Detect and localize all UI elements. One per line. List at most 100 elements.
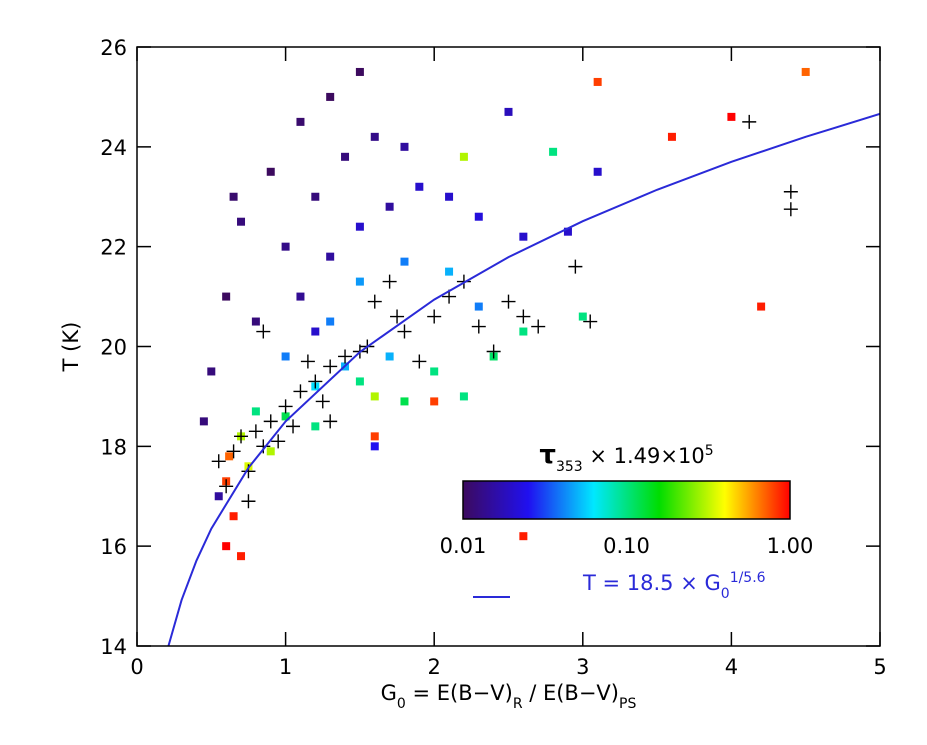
x-axis-label-part: R [513,696,523,712]
colorbar-title-part: 5 [705,443,714,459]
legend-label-part: T = 18.5 × G [582,571,721,595]
density-point [355,67,364,76]
density-point [549,147,558,156]
density-point [251,317,260,326]
cross-marker [219,479,234,494]
density-point [578,312,587,321]
cross-marker [256,324,271,339]
density-point [563,227,572,236]
density-point [207,367,216,376]
density-point [400,257,409,266]
legend-label-part: 0 [721,586,730,602]
cross-marker [583,314,598,329]
cross-marker [501,294,516,309]
cross-marker [742,114,757,129]
density-point [281,242,290,251]
density-point [281,412,290,421]
colorbar-title-part: τ [539,440,556,470]
density-point [370,392,379,401]
density-point [237,217,246,226]
density-point [266,167,275,176]
cross-marker [308,374,323,389]
density-point [400,142,409,151]
cross-marker [241,494,256,509]
cross-marker [783,202,798,217]
colorbar-title-part: × 1.49×10 [583,444,705,468]
cross-marker [211,454,226,469]
cross-marker [486,344,501,359]
density-point [326,252,335,261]
cross-marker [471,319,486,334]
density-point [370,432,379,441]
density-point [281,352,290,361]
cross-marker [323,359,338,374]
density-point [593,77,602,86]
x-axis-label-part: PS [619,696,636,712]
density-point [757,302,766,311]
density-point [370,442,379,451]
cross-marker [256,439,271,454]
cross-marker [293,384,308,399]
x-tick-label: 0 [130,655,143,679]
y-tick-label: 20 [100,336,127,360]
colorbar-tick-label: 0.10 [603,534,650,558]
cross-marker [278,399,293,414]
density-point [474,302,483,311]
density-point [385,202,394,211]
cross-marker [226,444,241,459]
colorbar-title: τ353 × 1.49×105 [539,440,713,475]
density-point [459,392,468,401]
x-axis-label-part: 0 [397,696,406,712]
colorbar-title-part: 353 [556,459,583,475]
colorbar [462,480,791,520]
cross-marker [315,394,330,409]
x-tick-label: 2 [428,655,441,679]
cross-marker [338,349,353,364]
density-point [445,192,454,201]
density-point [229,192,238,201]
y-tick-label: 26 [100,36,127,60]
density-point [214,492,223,501]
density-point [229,512,238,521]
density-point [225,452,234,461]
cross-marker [390,309,405,324]
density-point [311,192,320,201]
colorbar-tick-label: 0.01 [440,534,487,558]
density-point [222,292,231,301]
density-point [415,182,424,191]
density-point [266,447,275,456]
cross-marker [427,309,442,324]
cross-marker [248,424,263,439]
density-point [667,132,676,141]
x-axis-label-part: / E(B−V) [523,681,619,705]
cross-marker [783,184,798,199]
x-axis-label: G0 = E(B−V)R / E(B−V)PS [381,681,637,712]
density-point [385,352,394,361]
legend-label-part: 1/5.6 [730,570,766,586]
y-tick-label: 22 [100,236,127,260]
density-point [355,277,364,286]
density-point [222,542,231,551]
cross-marker [568,259,583,274]
density-point [199,417,208,426]
density-point [237,552,246,561]
density-point [311,327,320,336]
density-point [519,532,528,541]
density-point [296,292,305,301]
cross-marker [412,354,427,369]
density-point [370,132,379,141]
x-tick-label: 1 [279,655,292,679]
cross-marker [286,419,301,434]
cross-marker [367,294,382,309]
cross-marker [382,274,397,289]
y-tick-label: 14 [100,635,127,659]
cross-marker [516,309,531,324]
y-tick-label: 18 [100,435,127,459]
x-axis-label-part: = E(B−V) [406,681,513,705]
density-point [430,367,439,376]
density-point [341,152,350,161]
density-point [504,107,513,116]
density-point [519,232,528,241]
density-point [251,407,260,416]
y-tick-label: 16 [100,535,127,559]
